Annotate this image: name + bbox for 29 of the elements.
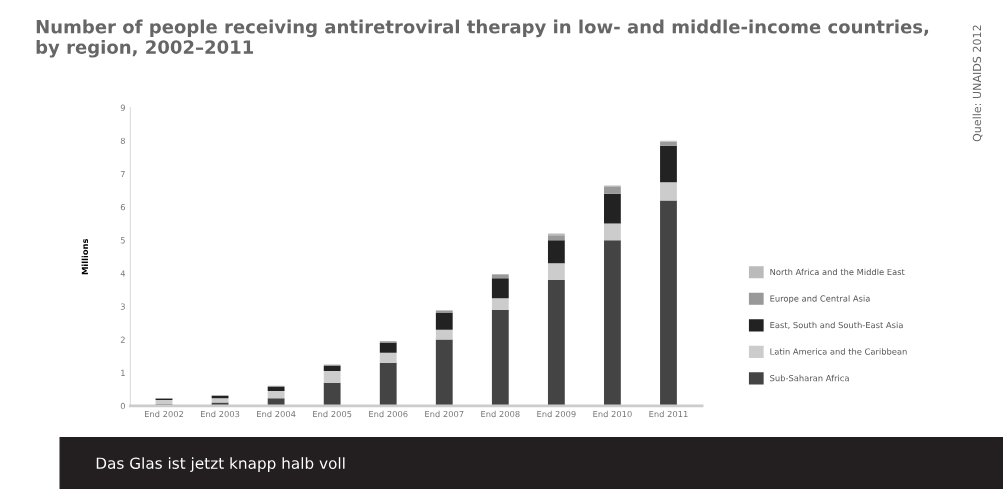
y-tick-label: 8 bbox=[120, 137, 125, 145]
source-note: Quelle: UNAIDS 2012 bbox=[972, 25, 983, 142]
y-axis-title: Millions bbox=[81, 238, 89, 275]
legend-label: North Africa and the Middle East bbox=[770, 268, 905, 276]
y-tick-label: 9 bbox=[120, 104, 125, 111]
legend-label: East, South and South-East Asia bbox=[770, 321, 903, 330]
legend-label: Sub-Saharan Africa bbox=[770, 374, 849, 382]
y-tick-label: 1 bbox=[121, 369, 125, 376]
x-tick-label: End 2009 bbox=[537, 410, 576, 418]
x-tick-label: End 2004 bbox=[257, 410, 296, 418]
y-tick-label: 0 bbox=[120, 402, 125, 410]
x-tick-label: End 2003 bbox=[201, 410, 240, 418]
x-tick-label: End 2006 bbox=[369, 410, 408, 418]
y-tick-label: 7 bbox=[120, 170, 125, 178]
x-tick-label: End 2005 bbox=[313, 410, 352, 418]
x-tick-label: End 2008 bbox=[481, 410, 520, 418]
y-tick-label: 5 bbox=[120, 237, 125, 244]
chart-title: Number of people receiving antiretroviral therapy in low- and middle-income countries, by region, 2002–2011 bbox=[36, 19, 929, 58]
x-tick-label: End 2007 bbox=[425, 410, 464, 418]
legend-label: Europe and Central Asia bbox=[770, 295, 870, 304]
x-tick-label: End 2011 bbox=[649, 410, 688, 418]
y-tick-label: 3 bbox=[120, 303, 125, 310]
y-tick-label: 6 bbox=[120, 203, 125, 211]
legend-label: Latin America and the Caribbean bbox=[770, 348, 907, 355]
y-tick-label: 4 bbox=[120, 270, 126, 277]
text: Das Glas ist jetzt knapp halb voll bbox=[96, 457, 345, 472]
x-tick-label: End 2010 bbox=[593, 410, 632, 418]
x-tick-label: End 2002 bbox=[144, 410, 184, 418]
y-tick-label: 2 bbox=[120, 336, 125, 343]
